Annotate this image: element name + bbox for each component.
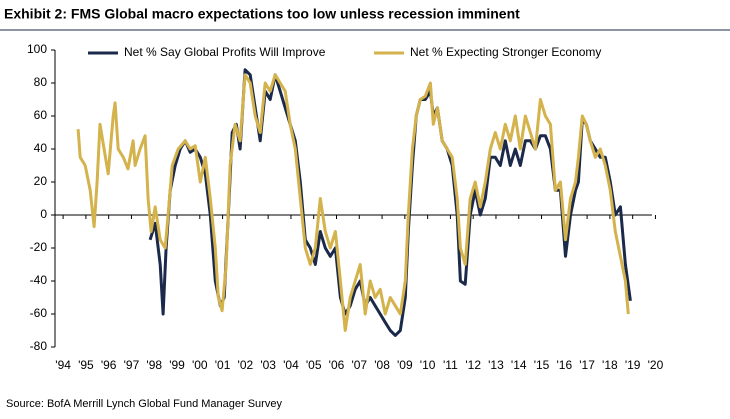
x-tick-label: '12 bbox=[465, 358, 481, 372]
x-tick-label: '11 bbox=[443, 358, 458, 372]
x-tick-label: '98 bbox=[146, 358, 162, 372]
x-tick-label: '02 bbox=[238, 358, 254, 372]
y-tick-label: 60 bbox=[34, 108, 48, 122]
chart-title: Exhibit 2: FMS Global macro expectations… bbox=[4, 6, 520, 22]
x-tick-label: '17 bbox=[579, 358, 595, 372]
x-tick-label: '09 bbox=[397, 358, 413, 372]
y-tick-label: 80 bbox=[34, 75, 48, 89]
x-tick-label: '00 bbox=[192, 358, 208, 372]
x-tick-label: '03 bbox=[260, 358, 276, 372]
series-line bbox=[76, 73, 630, 332]
x-tick-label: '19 bbox=[625, 358, 641, 372]
y-tick-label: -40 bbox=[30, 273, 48, 287]
y-tick-label: -80 bbox=[30, 339, 48, 353]
x-tick-label: '08 bbox=[374, 358, 390, 372]
x-tick-label: '14 bbox=[511, 358, 527, 372]
x-tick-label: '99 bbox=[169, 358, 185, 372]
x-tick-label: '96 bbox=[101, 358, 117, 372]
legend-label: Net % Expecting Stronger Economy bbox=[410, 45, 601, 59]
x-tick-label: '06 bbox=[329, 358, 345, 372]
source: Source: BofA Merrill Lynch Global Fund M… bbox=[6, 398, 282, 410]
x-tick-label: '01 bbox=[215, 358, 231, 372]
x-tick-label: '10 bbox=[420, 358, 436, 372]
y-tick-label: 0 bbox=[40, 207, 47, 221]
y-tick-label: 100 bbox=[27, 42, 47, 56]
x-tick-label: '94 bbox=[55, 358, 71, 372]
y-tick-label: -60 bbox=[30, 306, 48, 320]
x-tick-label: '18 bbox=[602, 358, 618, 372]
y-tick-label: -20 bbox=[30, 240, 48, 254]
x-tick-label: '20 bbox=[648, 358, 664, 372]
x-tick-label: '05 bbox=[306, 358, 322, 372]
x-tick-label: '15 bbox=[534, 358, 550, 372]
x-tick-label: '97 bbox=[124, 358, 140, 372]
legend-label: Net % Say Global Profits Will Improve bbox=[124, 45, 326, 59]
y-tick-label: 20 bbox=[34, 174, 48, 188]
x-tick-label: '04 bbox=[283, 358, 299, 372]
x-tick-label: '13 bbox=[488, 358, 504, 372]
x-tick-label: '07 bbox=[351, 358, 367, 372]
y-tick-label: 40 bbox=[34, 141, 48, 155]
x-tick-label: '95 bbox=[78, 358, 94, 372]
x-tick-label: '16 bbox=[556, 358, 572, 372]
